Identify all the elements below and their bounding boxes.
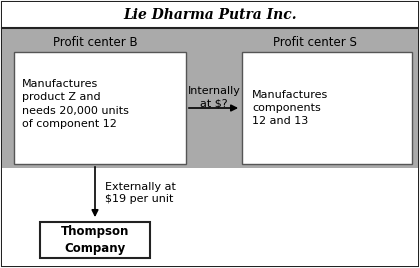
Bar bbox=[242, 52, 412, 164]
Text: Lie Dharma Putra Inc.: Lie Dharma Putra Inc. bbox=[123, 8, 297, 22]
Text: Manufactures
product Z and
needs 20,000 units
of component 12: Manufactures product Z and needs 20,000 … bbox=[22, 79, 129, 129]
Text: Manufactures
components
12 and 13: Manufactures components 12 and 13 bbox=[252, 90, 328, 126]
Bar bbox=[40, 222, 150, 258]
Bar bbox=[2, 28, 418, 168]
Text: Thompson
Company: Thompson Company bbox=[61, 225, 129, 255]
Text: Profit center S: Profit center S bbox=[273, 35, 357, 49]
Text: Profit center B: Profit center B bbox=[52, 35, 137, 49]
Bar bbox=[14, 52, 186, 164]
Bar bbox=[2, 2, 418, 28]
Text: Internally
at $?: Internally at $? bbox=[188, 86, 240, 108]
Bar bbox=[2, 168, 418, 266]
Text: Externally at
$19 per unit: Externally at $19 per unit bbox=[105, 182, 176, 204]
